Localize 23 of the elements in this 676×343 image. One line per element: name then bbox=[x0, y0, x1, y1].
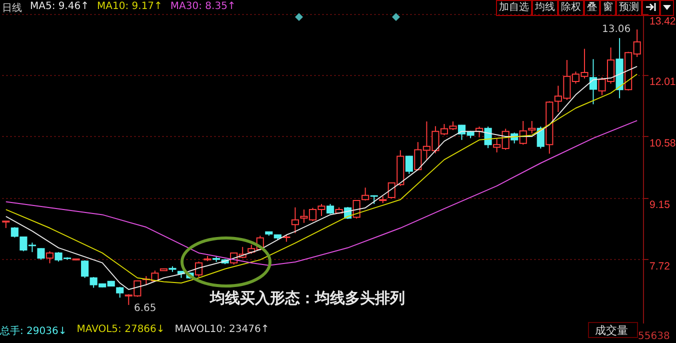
text: MA5: 9.46↑ bbox=[30, 1, 90, 14]
text: MAVOL10: 23476↑ bbox=[174, 324, 270, 337]
text: 叠 bbox=[584, 0, 600, 16]
text: 成交量 bbox=[588, 322, 638, 338]
y-tick-label: 7.72 bbox=[650, 260, 670, 272]
annotation: 6.65 bbox=[134, 303, 156, 314]
text: MA10: 9.17↑ bbox=[97, 1, 162, 14]
text: MA30: 8.35↑ bbox=[170, 1, 236, 14]
chart-title: 日线 bbox=[2, 2, 22, 15]
text: 55638 bbox=[638, 331, 670, 342]
text: 均线 bbox=[532, 0, 558, 16]
text: 加自选 bbox=[496, 0, 532, 16]
text: 窗 bbox=[600, 0, 616, 16]
text: 预测 bbox=[616, 0, 642, 16]
text: MAVOL5: 27866↓ bbox=[76, 324, 165, 337]
y-tick-label: 13.42 bbox=[650, 16, 676, 28]
annotation: 均线买入形态：均线多头排列 bbox=[210, 289, 405, 308]
y-tick-label: 12.01 bbox=[650, 76, 676, 88]
y-tick-label: 10.58 bbox=[650, 138, 676, 150]
y-tick-label: 9.15 bbox=[650, 199, 670, 212]
text: 总手: 29036↓ bbox=[0, 324, 67, 338]
text: 除权 bbox=[558, 0, 584, 16]
annotation: 13.06 bbox=[602, 24, 631, 35]
